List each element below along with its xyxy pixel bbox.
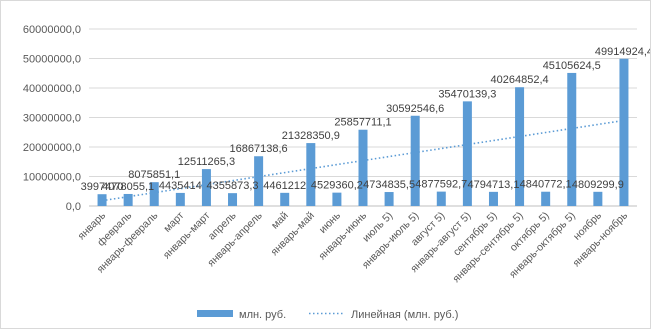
x-tick-label: январь-март [161, 210, 213, 262]
bar [254, 156, 264, 206]
y-axis-ticks: 0,0 10000000,0 20000000,0 30000000,0 4000000… [23, 24, 81, 213]
bar [201, 169, 211, 206]
data-label: 4734835,5 [363, 179, 415, 191]
data-label: 49914924,4 [595, 46, 650, 58]
bar [149, 182, 159, 206]
data-label: 4840772,1 [520, 179, 572, 191]
data-label: 21328350,9 [282, 130, 340, 142]
bars [97, 58, 629, 206]
bar [567, 72, 577, 206]
y-tick-label: 20000000,0 [23, 142, 81, 154]
bar [619, 58, 629, 206]
data-label: 25857711,1 [334, 117, 391, 129]
y-tick-label: 40000000,0 [23, 83, 81, 95]
y-tick-label: 10000000,0 [23, 172, 81, 184]
x-tick-label: май [269, 210, 291, 232]
bar [410, 115, 420, 206]
legend-label-series: млн. руб. [239, 309, 286, 321]
bar [332, 192, 342, 206]
y-tick-label: 60000000,0 [23, 24, 81, 36]
bar [358, 129, 368, 206]
y-tick-label: 50000000,0 [23, 54, 81, 66]
data-label: 45105624,5 [543, 60, 601, 72]
data-label: 12511265,3 [178, 156, 235, 168]
data-label: 8075851,1 [128, 169, 180, 181]
data-label: 4461212 [263, 180, 306, 192]
bar [462, 101, 472, 206]
bar [306, 143, 316, 206]
bar [228, 193, 238, 206]
bar [515, 87, 525, 206]
bar [488, 191, 498, 206]
trendline-path [101, 119, 625, 202]
data-label: 16867138,6 [230, 143, 288, 155]
data-label: 30592546,6 [386, 103, 444, 115]
y-tick-label: 30000000,0 [23, 113, 81, 125]
data-label: 40264852,4 [491, 74, 549, 86]
bar [384, 192, 394, 206]
data-label: 4435414 [159, 180, 202, 192]
trendline [101, 119, 625, 202]
bar [541, 191, 551, 206]
bar [123, 193, 133, 206]
data-label: 4794713,1 [467, 179, 519, 191]
legend-label-trendline: Линейная (млн. руб.) [351, 309, 458, 321]
data-label: 4877592,7 [415, 179, 467, 191]
bar [436, 191, 446, 206]
y-tick-label: 0,0 [66, 201, 81, 213]
legend: млн. руб. Линейная (млн. руб.) [197, 309, 458, 321]
bar [280, 192, 290, 206]
bar-chart: 0,0 10000000,0 20000000,0 30000000,0 4000000… [23, 24, 651, 321]
data-label: 4809299,9 [572, 179, 624, 191]
bar [175, 192, 185, 206]
bar [593, 191, 603, 206]
data-label: 35470139,3 [438, 88, 496, 100]
data-label: 4078055,1 [102, 181, 154, 193]
data-label: 4529360,2 [311, 180, 363, 192]
data-label: 3997470 [81, 181, 124, 193]
data-label: 4355873,3 [207, 180, 259, 192]
legend-swatch-series [197, 310, 233, 317]
